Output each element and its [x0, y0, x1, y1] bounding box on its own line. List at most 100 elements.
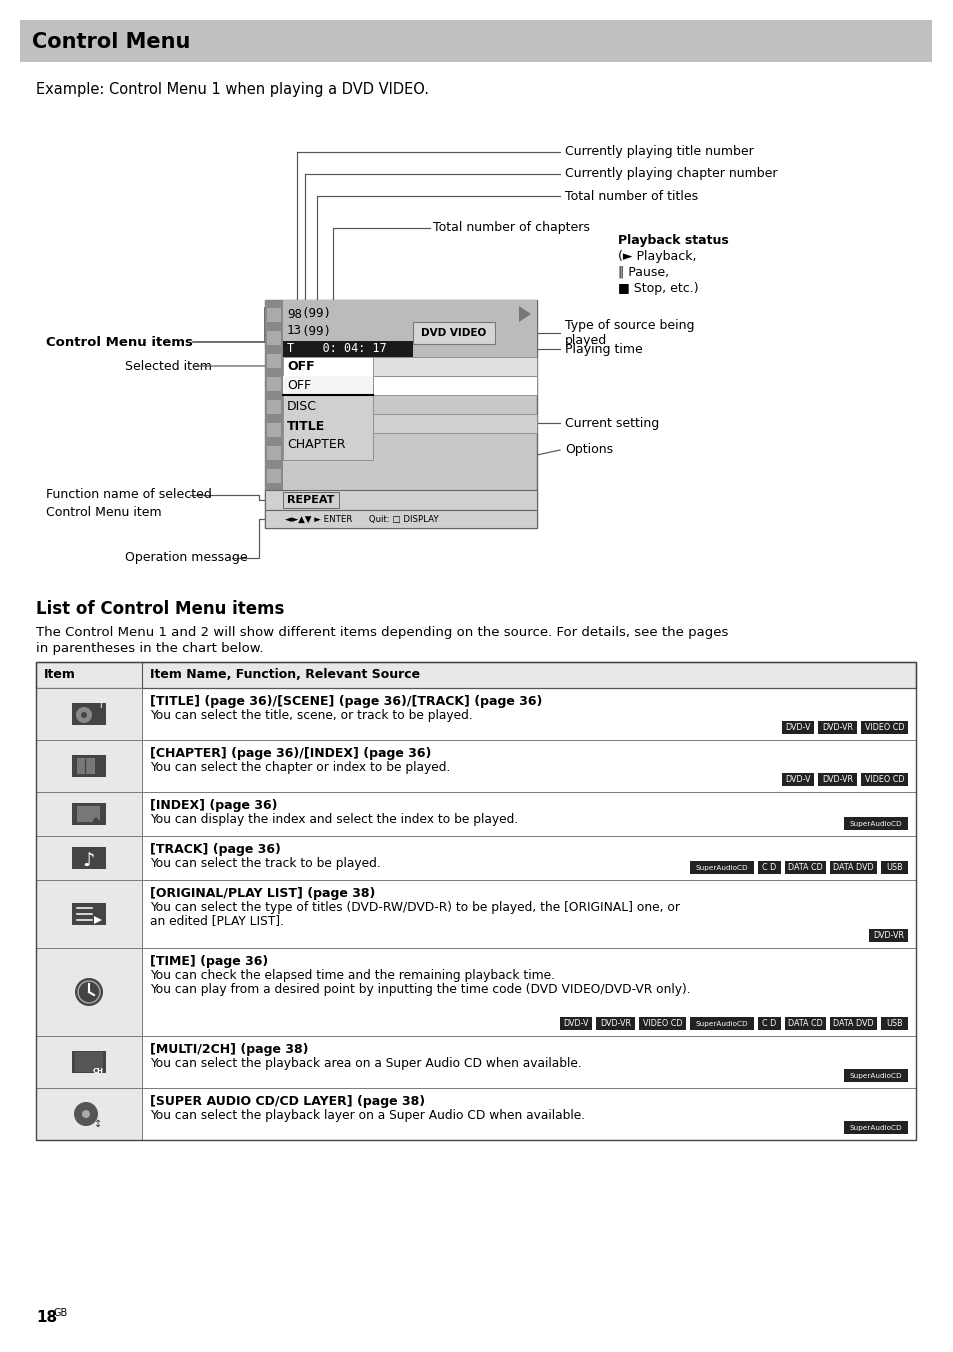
Bar: [784, 1017, 825, 1030]
Bar: [267, 354, 281, 368]
Text: ↕: ↕: [93, 1119, 102, 1129]
Bar: [36, 662, 915, 1140]
Bar: [817, 721, 856, 734]
Text: DVD VIDEO: DVD VIDEO: [421, 329, 486, 338]
Text: Currently playing title number: Currently playing title number: [564, 146, 753, 158]
Bar: [267, 469, 281, 483]
Bar: [817, 773, 856, 786]
Text: You can select the chapter or index to be played.: You can select the chapter or index to b…: [150, 760, 450, 773]
Text: DVD-VR: DVD-VR: [872, 932, 903, 941]
Circle shape: [76, 707, 91, 723]
Bar: [77, 758, 95, 773]
Bar: [71, 903, 106, 925]
Text: DATA DVD: DATA DVD: [832, 1019, 873, 1029]
Text: You can select the type of titles (DVD-RW/DVD-R) to be played, the [ORIGINAL] on: You can select the type of titles (DVD-R…: [150, 900, 679, 914]
Text: DATA DVD: DATA DVD: [832, 864, 873, 872]
Text: You can check the elapsed time and the remaining playback time.: You can check the elapsed time and the r…: [150, 968, 555, 982]
Text: [TIME] (page 36): [TIME] (page 36): [150, 955, 268, 968]
Bar: [283, 357, 537, 376]
Polygon shape: [518, 306, 531, 322]
Bar: [265, 300, 283, 529]
Text: VIDEO CD: VIDEO CD: [863, 723, 903, 733]
Text: USB: USB: [885, 864, 902, 872]
Bar: [71, 703, 106, 725]
Bar: [36, 948, 915, 1036]
Bar: [36, 662, 915, 688]
Text: Playing time: Playing time: [564, 342, 642, 356]
Bar: [36, 880, 142, 948]
Bar: [758, 1017, 781, 1030]
Text: [CHAPTER] (page 36)/[INDEX] (page 36): [CHAPTER] (page 36)/[INDEX] (page 36): [150, 746, 431, 760]
Text: [MULTI/2CH] (page 38): [MULTI/2CH] (page 38): [150, 1042, 308, 1056]
Bar: [36, 792, 142, 836]
Text: Total number of titles: Total number of titles: [564, 189, 698, 203]
Text: Selected item: Selected item: [125, 360, 212, 373]
Bar: [283, 376, 373, 395]
Bar: [36, 880, 915, 948]
Text: ‖ Pause,: ‖ Pause,: [618, 266, 668, 279]
Bar: [758, 861, 781, 873]
Text: T    0: 04: 17: T 0: 04: 17: [287, 342, 386, 356]
Text: Total number of chapters: Total number of chapters: [433, 222, 589, 234]
Bar: [71, 803, 106, 825]
Text: You can select the playback area on a Super Audio CD when available.: You can select the playback area on a Su…: [150, 1056, 581, 1069]
Text: in parentheses in the chart below.: in parentheses in the chart below.: [36, 642, 263, 654]
Text: USB: USB: [885, 1019, 902, 1029]
Text: You can display the index and select the index to be played.: You can display the index and select the…: [150, 813, 517, 826]
Text: TITLE: TITLE: [287, 419, 325, 433]
Text: DATA CD: DATA CD: [787, 864, 822, 872]
Text: You can select the track to be played.: You can select the track to be played.: [150, 857, 380, 869]
Bar: [829, 1017, 876, 1030]
Bar: [689, 861, 753, 873]
Bar: [559, 1017, 592, 1030]
Bar: [71, 1051, 106, 1073]
Polygon shape: [94, 917, 102, 923]
Bar: [267, 331, 281, 345]
Bar: [36, 1088, 915, 1140]
Text: Control Menu: Control Menu: [32, 32, 191, 51]
Text: Currently playing chapter number: Currently playing chapter number: [564, 168, 777, 181]
Text: You can select the title, scene, or track to be played.: You can select the title, scene, or trac…: [150, 708, 473, 722]
Text: Control Menu items: Control Menu items: [46, 335, 193, 349]
Bar: [784, 861, 825, 873]
Text: SuperAudioCD: SuperAudioCD: [849, 1125, 902, 1132]
Text: DVD-VR: DVD-VR: [821, 723, 852, 733]
Text: SuperAudioCD: SuperAudioCD: [695, 865, 747, 871]
Bar: [861, 773, 907, 786]
Bar: [20, 20, 931, 62]
Bar: [77, 806, 92, 822]
Text: DVD-VR: DVD-VR: [599, 1019, 630, 1029]
Text: an edited [PLAY LIST].: an edited [PLAY LIST].: [150, 914, 284, 927]
Bar: [36, 792, 915, 836]
Text: C D: C D: [761, 864, 776, 872]
Text: 13: 13: [287, 324, 302, 338]
Text: DATA CD: DATA CD: [787, 1019, 822, 1029]
Bar: [596, 1017, 635, 1030]
Bar: [880, 1017, 907, 1030]
Text: SuperAudioCD: SuperAudioCD: [849, 1073, 902, 1079]
Bar: [36, 740, 915, 792]
Bar: [781, 773, 813, 786]
Text: List of Control Menu items: List of Control Menu items: [36, 600, 284, 618]
Bar: [265, 300, 537, 529]
Text: You can play from a desired point by inputting the time code (DVD VIDEO/DVD-VR o: You can play from a desired point by inp…: [150, 983, 690, 995]
Bar: [71, 846, 106, 869]
Text: Playback status: Playback status: [618, 234, 728, 247]
Bar: [843, 1121, 907, 1134]
Bar: [267, 308, 281, 322]
Bar: [36, 836, 142, 880]
Text: [INDEX] (page 36): [INDEX] (page 36): [150, 799, 277, 811]
Circle shape: [81, 713, 87, 718]
Text: Item: Item: [44, 668, 76, 681]
Bar: [71, 754, 106, 777]
Bar: [267, 423, 281, 437]
Bar: [373, 357, 537, 376]
Text: C D: C D: [761, 1019, 776, 1029]
Bar: [265, 510, 537, 529]
Bar: [36, 1036, 915, 1088]
Bar: [75, 1052, 103, 1072]
Bar: [36, 688, 915, 740]
Polygon shape: [91, 806, 100, 821]
Text: [ORIGINAL/PLAY LIST] (page 38): [ORIGINAL/PLAY LIST] (page 38): [150, 887, 375, 899]
Text: CH: CH: [92, 1068, 103, 1073]
